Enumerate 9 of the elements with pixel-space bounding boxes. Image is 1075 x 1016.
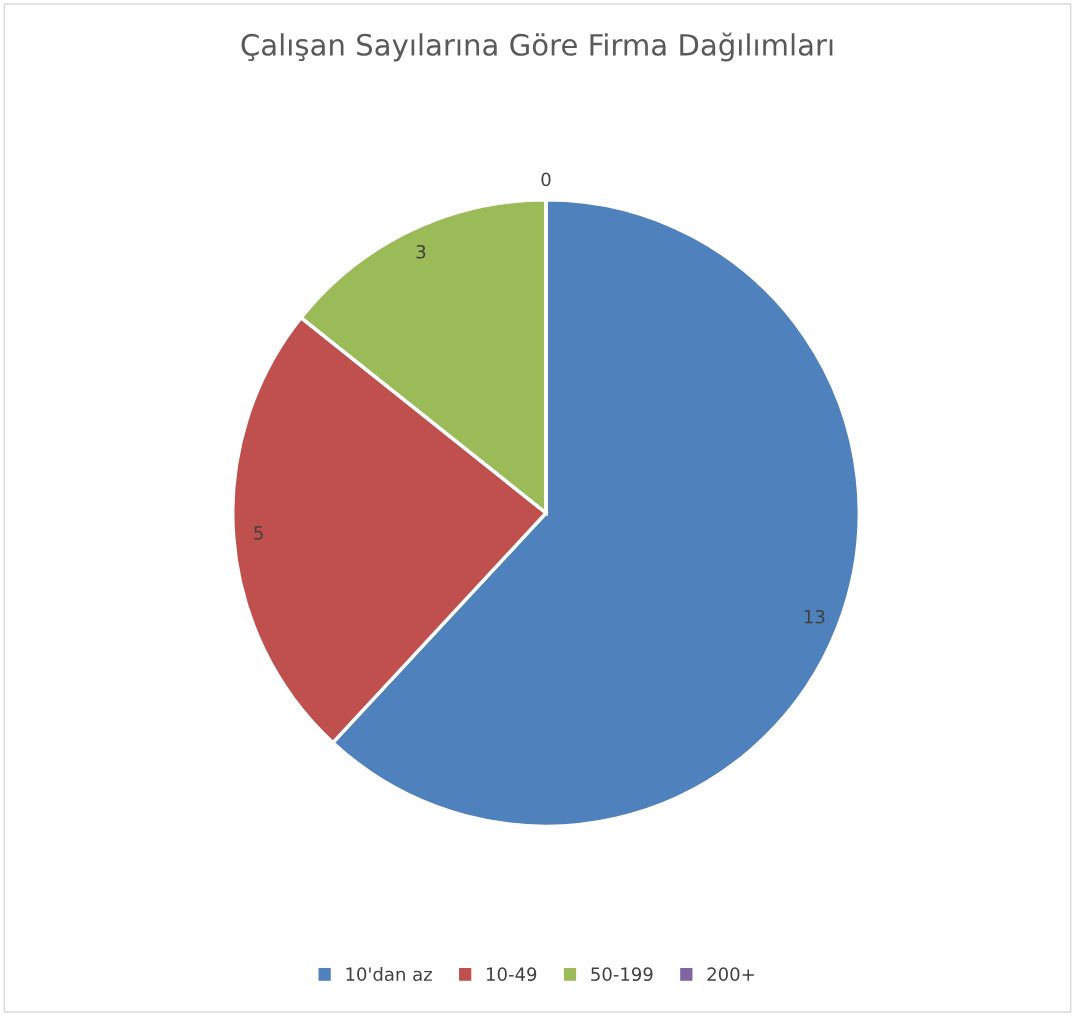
legend-label: 10'dan az xyxy=(346,967,432,982)
legend-label: 200+ xyxy=(707,967,754,982)
data-label: 3 xyxy=(416,244,426,259)
data-label: 13 xyxy=(804,609,825,624)
legend-label: 50-199 xyxy=(591,967,653,982)
legend-label: 10-49 xyxy=(487,967,537,982)
chart-title: Çalışan Sayılarına Göre Firma Dağılımları xyxy=(241,32,833,62)
text: 0 xyxy=(541,172,551,187)
data-label: 5 xyxy=(254,526,263,540)
